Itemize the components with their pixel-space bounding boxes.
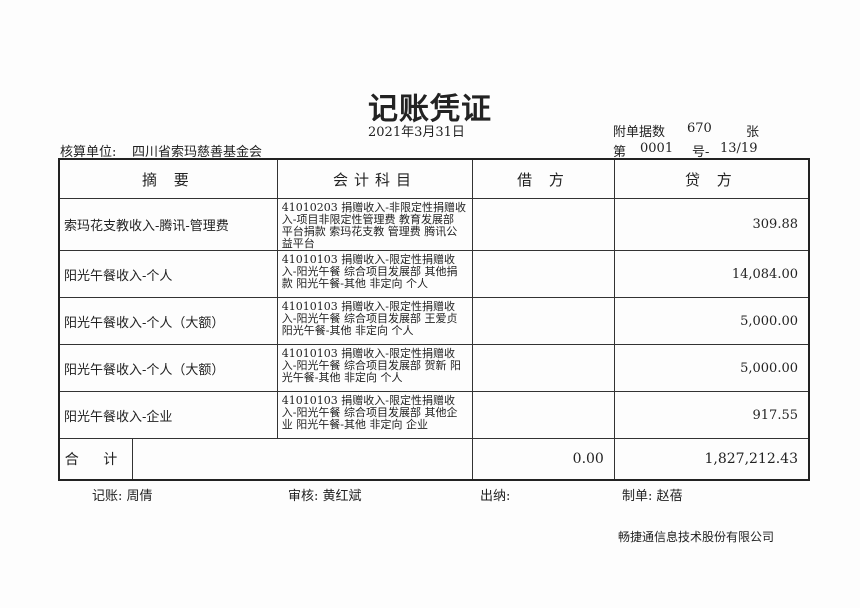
number-suffix: 号- xyxy=(692,145,710,160)
row-credit: 5,000.00 xyxy=(613,297,810,345)
total-credit: 1,827,212.43 xyxy=(613,438,810,481)
total-label-cell: 合 计 xyxy=(58,438,474,481)
cashier: 出纳: xyxy=(480,489,511,504)
total-debit: 0.00 xyxy=(472,438,615,481)
software-company: 畅捷通信息技术股份有限公司 xyxy=(618,530,775,544)
header-summary: 摘 要 xyxy=(58,158,278,199)
total-row: 合 计 0.00 1,827,212.43 xyxy=(58,438,810,481)
row-debit xyxy=(472,198,615,251)
voucher-title: 记账凭证 xyxy=(368,92,492,127)
row-credit: 917.55 xyxy=(613,391,810,439)
voucher-date: 2021年3月31日 xyxy=(368,125,465,140)
number-page: 13/19 xyxy=(720,141,758,156)
row-debit xyxy=(472,297,615,345)
row-credit: 309.88 xyxy=(613,198,810,251)
row-debit xyxy=(472,250,615,298)
number-prefix: 第 xyxy=(613,145,627,160)
table-header: 摘 要 会计科目 借 方 贷 方 xyxy=(58,158,810,199)
row-credit: 5,000.00 xyxy=(613,344,810,392)
reviewer: 审核: 黄红斌 xyxy=(288,489,362,504)
row-summary: 阳光午餐收入-企业 xyxy=(58,391,278,439)
row-account: 41010103 捐赠收入-限定性捐赠收入-阳光午餐 综合项目发展部 其他企业 … xyxy=(276,391,474,439)
row-account: 41010103 捐赠收入-限定性捐赠收入-阳光午餐 综合项目发展部 其他捐款 … xyxy=(276,250,474,298)
row-credit: 14,084.00 xyxy=(613,250,810,298)
row-summary: 阳光午餐收入-个人（大额） xyxy=(58,297,278,345)
bookkeeper: 记账: 周倩 xyxy=(92,489,153,504)
voucher-table: 摘 要 会计科目 借 方 贷 方 索玛花支教收入-腾讯-管理费 41010203 … xyxy=(58,158,810,481)
row-debit xyxy=(472,391,615,439)
unit-value: 四川省索玛慈善基金会 xyxy=(132,145,263,160)
unit-label: 核算单位: xyxy=(60,145,117,160)
table-row: 阳光午餐收入-个人 41010103 捐赠收入-限定性捐赠收入-阳光午餐 综合项目… xyxy=(58,250,810,298)
attachment-label: 附单据数 xyxy=(613,125,666,140)
total-label: 合 计 xyxy=(60,439,133,479)
row-account: 41010103 捐赠收入-限定性捐赠收入-阳光午餐 综合项目发展部 王爱贞 阳… xyxy=(276,297,474,345)
header-credit: 贷 方 xyxy=(613,158,810,199)
row-debit xyxy=(472,344,615,392)
attachment-unit: 张 xyxy=(746,125,760,140)
header-debit: 借 方 xyxy=(472,158,615,199)
row-summary: 阳光午餐收入-个人 xyxy=(58,250,278,298)
row-account: 41010203 捐赠收入-非限定性捐赠收入-项目非限定性管理费 教育发展部 平… xyxy=(276,198,474,251)
table-row: 阳光午餐收入-企业 41010103 捐赠收入-限定性捐赠收入-阳光午餐 综合项目… xyxy=(58,391,810,439)
row-account: 41010103 捐赠收入-限定性捐赠收入-阳光午餐 综合项目发展部 贺新 阳光… xyxy=(276,344,474,392)
row-summary: 阳光午餐收入-个人（大额） xyxy=(58,344,278,392)
number-value: 0001 xyxy=(640,141,674,156)
preparer: 制单: 赵蓓 xyxy=(622,489,683,504)
row-summary: 索玛花支教收入-腾讯-管理费 xyxy=(58,198,278,251)
table-row: 索玛花支教收入-腾讯-管理费 41010203 捐赠收入-非限定性捐赠收入-项目非… xyxy=(58,198,810,251)
attachment-count: 670 xyxy=(687,121,712,136)
table-row: 阳光午餐收入-个人（大额） 41010103 捐赠收入-限定性捐赠收入-阳光午餐 … xyxy=(58,297,810,345)
header-account: 会计科目 xyxy=(276,158,474,199)
table-row: 阳光午餐收入-个人（大额） 41010103 捐赠收入-限定性捐赠收入-阳光午餐 … xyxy=(58,344,810,392)
